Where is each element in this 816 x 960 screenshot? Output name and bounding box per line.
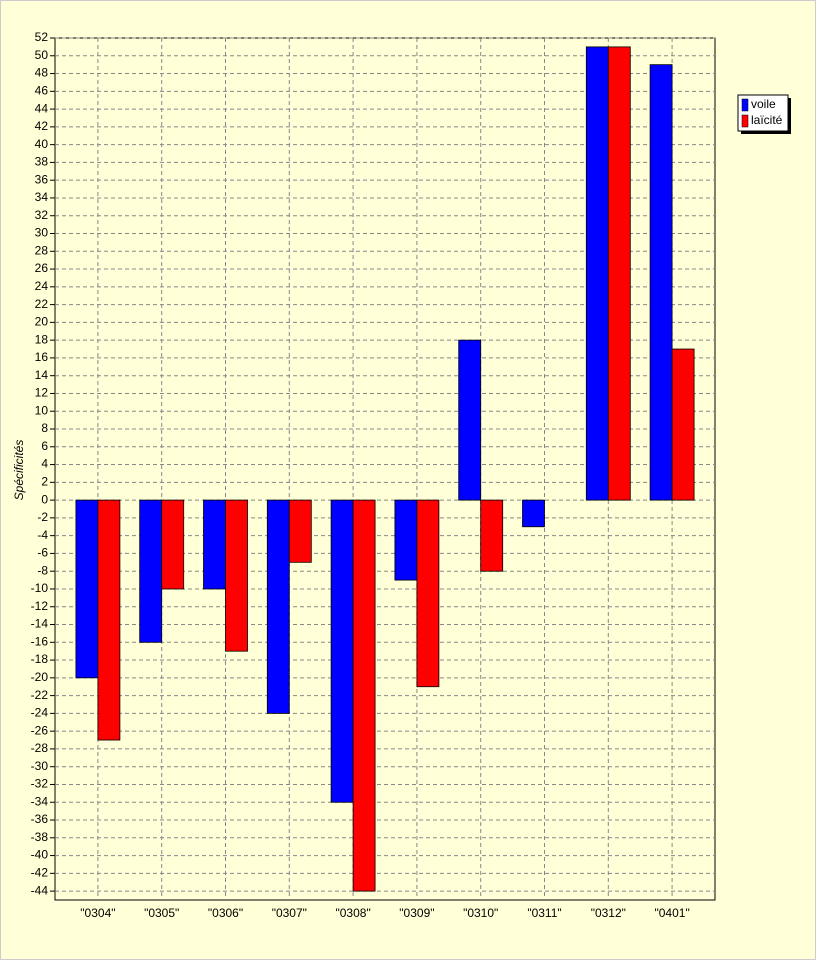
- bar: [585, 46, 609, 501]
- bar: [288, 499, 312, 563]
- y-tick-label: -36: [31, 812, 49, 826]
- y-tick-label: 38: [35, 155, 49, 169]
- y-tick-label: 50: [35, 48, 49, 62]
- y-tick-label: -14: [31, 617, 49, 631]
- x-tick-label: "0310": [463, 906, 498, 920]
- x-tick-label: "0401": [654, 906, 689, 920]
- bar: [330, 499, 354, 803]
- y-tick-label: 26: [35, 261, 49, 275]
- bar: [458, 339, 482, 501]
- y-tick-label: -32: [31, 777, 49, 791]
- y-tick-label: 22: [35, 297, 49, 311]
- y-tick-label: 14: [35, 368, 49, 382]
- y-tick-label: -6: [37, 546, 48, 560]
- x-tick-label: "0305": [144, 906, 179, 920]
- y-tick-label: -44: [31, 883, 49, 897]
- legend-label: laïcité: [751, 113, 783, 127]
- bar: [352, 499, 376, 892]
- y-tick-label: 18: [35, 332, 49, 346]
- legend-swatch: [741, 114, 749, 128]
- y-tick-label: -22: [31, 688, 49, 702]
- y-tick-label: 40: [35, 137, 49, 151]
- y-tick-label: 36: [35, 172, 49, 186]
- y-tick-label: 48: [35, 66, 49, 80]
- y-tick-label: -28: [31, 741, 49, 755]
- bar: [139, 499, 163, 643]
- y-tick-label: 16: [35, 350, 49, 364]
- y-tick-label: 2: [41, 475, 48, 489]
- legend: voile laïcité: [737, 94, 791, 134]
- y-tick-label: -38: [31, 830, 49, 844]
- y-tick-label: -16: [31, 634, 49, 648]
- y-tick-label: -12: [31, 599, 49, 613]
- y-tick-label: -20: [31, 670, 49, 684]
- bar: [522, 499, 545, 528]
- y-tick-label: 4: [41, 457, 48, 471]
- y-tick-label: 24: [35, 279, 49, 293]
- y-tick-label: -18: [31, 652, 49, 666]
- bar: [225, 499, 248, 652]
- x-tick-label: "0306": [208, 906, 243, 920]
- x-tick-label: "0308": [335, 906, 370, 920]
- y-tick-label: 34: [35, 190, 49, 204]
- y-tick-label: 20: [35, 315, 49, 329]
- x-tick-label: "0312": [591, 906, 626, 920]
- x-tick-label: "0304": [80, 906, 115, 920]
- bar: [394, 499, 418, 581]
- y-tick-label: -2: [37, 510, 48, 524]
- y-tick-label: 44: [35, 101, 49, 115]
- y-tick-label: 8: [41, 421, 48, 435]
- bar: [671, 348, 695, 501]
- bar: [607, 46, 631, 501]
- y-tick-label: 0: [41, 492, 48, 506]
- y-tick-label: 52: [35, 30, 49, 44]
- y-tick-label: 30: [35, 226, 49, 240]
- bar: [649, 64, 673, 501]
- bar: [266, 499, 290, 714]
- y-tick-label: -8: [37, 563, 48, 577]
- x-tick-label: "0307": [272, 906, 307, 920]
- y-tick-label: -26: [31, 723, 49, 737]
- bar: [416, 499, 440, 688]
- y-axis-label: Spécificités: [12, 440, 26, 501]
- y-tick-label: 42: [35, 119, 49, 133]
- legend-label: voile: [751, 97, 776, 111]
- y-tick-label: 10: [35, 403, 49, 417]
- y-tick-label: -10: [31, 581, 49, 595]
- y-tick-label: 12: [35, 386, 49, 400]
- x-tick-label: "0309": [399, 906, 434, 920]
- y-tick-label: -40: [31, 848, 49, 862]
- bar: [97, 499, 121, 741]
- bar: [161, 499, 185, 590]
- legend-swatch: [741, 98, 749, 112]
- y-tick-label: -24: [31, 706, 49, 720]
- y-tick-label: -42: [31, 866, 49, 880]
- y-tick-label: -34: [31, 794, 49, 808]
- y-tick-label: -4: [37, 528, 48, 542]
- bar: [75, 499, 99, 679]
- bar: [203, 499, 226, 590]
- y-tick-label: 6: [41, 439, 48, 453]
- bar: [480, 499, 504, 572]
- y-tick-label: -30: [31, 759, 49, 773]
- y-tick-label: 46: [35, 83, 49, 97]
- y-tick-label: 28: [35, 243, 49, 257]
- y-tick-label: 32: [35, 208, 49, 222]
- x-tick-label: "0311": [527, 906, 561, 920]
